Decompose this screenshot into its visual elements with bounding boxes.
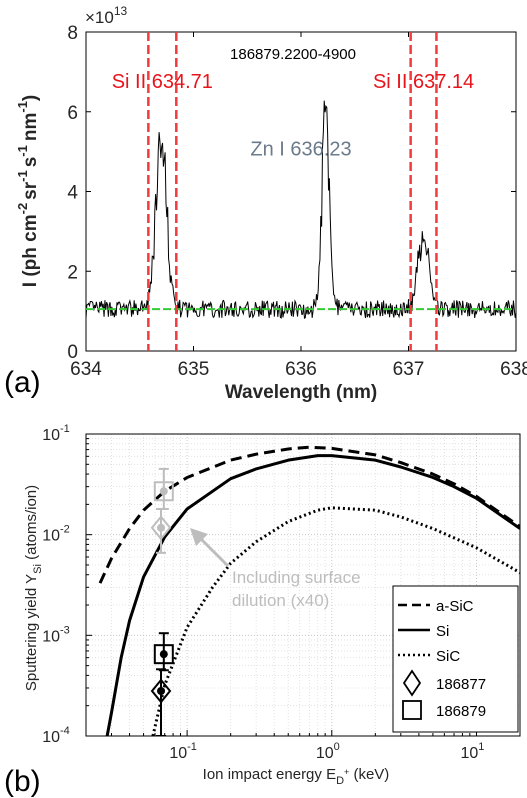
line-annotation: Zn I 636.23	[250, 139, 351, 161]
x-tick-label: 635	[178, 359, 210, 380]
dilution-annotation-line1: Including surface	[232, 568, 361, 587]
panel-a-title: 186879.2200-4900	[230, 46, 356, 63]
panel-b-xlabel: Ion impact energy ED+ (keV)	[203, 766, 390, 787]
data-marker-square	[153, 481, 174, 502]
x-tick-label: 100	[316, 741, 340, 762]
curve-si	[105, 454, 520, 736]
panel-b-plot-area	[98, 445, 520, 736]
legend-diamond-marker	[402, 669, 422, 697]
y-tick-label: 10-4	[42, 725, 70, 746]
panel-a-xlabel: Wavelength (nm)	[225, 382, 377, 403]
spectrum-line	[86, 100, 516, 319]
legend-sic-label: SiC	[436, 648, 460, 665]
x-tick-label: 10-1	[169, 741, 197, 762]
panel-b-ticks: 10-1 100 101 10-4 10-3 10-2 10-1	[42, 423, 484, 762]
panel-b-ylabel: Sputtering yield YSi (atoms/ion)	[23, 485, 44, 691]
panel-a-plot-area	[86, 32, 516, 351]
legend: a-SiC Si SiC 186877 186879	[392, 585, 519, 733]
x-tick-label: 634	[70, 359, 102, 380]
y-tick-label: 10-1	[42, 423, 70, 444]
y-tick-label: 10-2	[42, 524, 70, 545]
curve-a-sic	[98, 445, 520, 584]
curve-sic	[151, 506, 520, 736]
data-marker-center	[159, 487, 168, 496]
data-marker-diamond	[150, 515, 172, 541]
data-marker-square	[153, 644, 174, 665]
legend-186879-label: 186879	[436, 703, 486, 720]
data-marker-diamond	[150, 678, 172, 704]
data-marker-center	[157, 686, 166, 695]
y-tick-label: 0	[67, 342, 78, 363]
panel-a-label: (a)	[4, 366, 41, 399]
y-tick-label: 10-3	[42, 624, 70, 645]
legend-186877-label: 186877	[436, 676, 486, 693]
dilution-arrow	[190, 528, 230, 568]
panel-a-annotations: Si II 634.71 Zn I 636.23 Si II 637.14	[112, 71, 474, 161]
data-marker-center	[159, 650, 168, 659]
panel-b-label: (b)	[4, 765, 41, 798]
panel-a: 634 635 636 637 638 0 2 4 6 8 186879.2200-4900 ×1…	[4, 4, 527, 403]
line-annotation: Si II 637.14	[373, 71, 474, 93]
line-annotation: Si II 634.71	[112, 71, 213, 93]
y-tick-label: 4	[67, 183, 78, 204]
panel-a-multiplier: ×1013	[85, 4, 128, 27]
x-tick-label: 101	[460, 741, 484, 762]
y-tick-label: 6	[67, 103, 78, 124]
panel-a-ticks: 634 635 636 637 638 0 2 4 6 8	[67, 23, 527, 380]
legend-box	[392, 585, 519, 733]
data-marker-center	[157, 523, 166, 532]
legend-a-sic-label: a-SiC	[436, 598, 474, 615]
panel-b: 10-1 100 101 10-4 10-3 10-2 10-1 Sputtering yi…	[4, 423, 521, 798]
legend-square-marker	[402, 700, 422, 720]
x-tick-label: 638	[500, 359, 527, 380]
panel-a-ylabel: I (ph cm-2sr-1s-1nm-1)	[15, 95, 41, 287]
x-tick-label: 637	[393, 359, 425, 380]
x-tick-label: 636	[285, 359, 317, 380]
legend-si-label: Si	[436, 623, 449, 640]
y-tick-label: 8	[67, 23, 78, 44]
y-tick-label: 2	[67, 262, 78, 283]
dilution-annotation-line2: dilution (x40)	[232, 591, 329, 610]
